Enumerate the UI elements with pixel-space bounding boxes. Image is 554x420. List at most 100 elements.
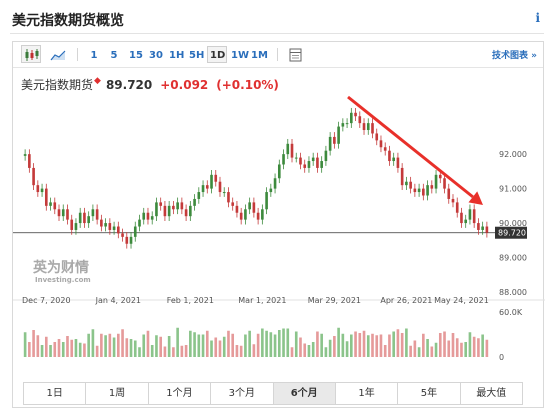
range-6m[interactable]: 6个月 [272, 382, 335, 405]
chart-panel: 1 5 15 30 1H 5H 1D 1W 1M 技术图表 » 美元指数期货◆ 8… [12, 41, 545, 408]
toolbar-separator [277, 48, 278, 61]
volume-bar [434, 342, 438, 357]
candle-body [477, 223, 480, 230]
candle-body [32, 167, 35, 186]
timeframe-5h[interactable]: 5H [189, 50, 205, 61]
candlestick-icon[interactable] [21, 45, 41, 63]
tech-chart-link[interactable]: 技术图表 » [492, 51, 537, 61]
candle-body [142, 212, 146, 220]
candle-body [485, 226, 489, 233]
timeframe-1h[interactable]: 1H [169, 50, 185, 61]
candle-body [231, 202, 235, 206]
volume-bar [83, 343, 86, 357]
candle-body [379, 140, 383, 148]
volume-bar [396, 329, 400, 357]
volume-bar [256, 333, 260, 357]
x-tick-label: Mar 29, 2021 [308, 296, 361, 305]
volume-bar [307, 345, 311, 357]
candle-body [333, 136, 336, 144]
range-1w[interactable]: 1周 [85, 382, 148, 405]
trend-arrow-head [468, 191, 483, 205]
candle-body [222, 192, 226, 194]
area-chart-icon[interactable] [47, 45, 67, 63]
volume-bar [129, 339, 133, 357]
volume-bar [265, 330, 268, 357]
candle-body [205, 185, 209, 189]
candle-body [472, 209, 476, 224]
candle-body [95, 209, 99, 220]
volume-bar [23, 332, 27, 357]
volume-bar [74, 339, 78, 357]
volume-bar [28, 342, 31, 357]
range-3m[interactable]: 3个月 [210, 382, 273, 405]
candle-body [201, 185, 205, 193]
volume-bar [273, 334, 277, 357]
candle-body [146, 212, 150, 220]
candle-body [121, 233, 124, 237]
volume-bar [142, 334, 146, 357]
volume-bar [430, 346, 434, 357]
volume-bar [337, 327, 340, 357]
range-1m[interactable]: 1个月 [147, 382, 211, 405]
candle-body [375, 133, 379, 141]
volume-bar [61, 342, 65, 357]
info-icon[interactable]: i [535, 11, 540, 25]
candle-body [125, 236, 129, 244]
volume-bar [282, 328, 285, 357]
price-change-percent: (+0.10%) [216, 78, 279, 92]
volume-bar [222, 336, 226, 357]
x-tick-label: Feb 1, 2021 [167, 296, 214, 305]
toolbar-separator [77, 48, 78, 61]
price-chart[interactable]: 英为财情 Investing.com 88.000 89.000 90.000 91.… [13, 42, 545, 382]
candle-body [150, 216, 154, 220]
timeframe-1[interactable]: 1 [90, 50, 98, 61]
candle-body [392, 157, 395, 162]
candle-body [70, 219, 74, 230]
volume-bar [392, 331, 395, 357]
candle-body [36, 185, 40, 193]
x-tick-label: May 24, 2021 [434, 296, 489, 305]
instrument-name: 美元指数期货 [21, 78, 94, 92]
volume-bar [303, 343, 307, 357]
candle-body [100, 219, 103, 227]
volume-bar [379, 334, 383, 357]
candle-body [184, 209, 188, 217]
candle-body [388, 150, 391, 162]
candle-body [468, 209, 472, 220]
volume-bar [163, 346, 167, 357]
volume-bar [78, 342, 82, 357]
candle-body [252, 202, 256, 213]
timeframe-30[interactable]: 30 [149, 50, 163, 61]
volume-bar [49, 345, 52, 357]
volume-bar [248, 330, 251, 357]
volume-bar [269, 332, 273, 357]
volume-bar [32, 330, 35, 357]
volume-bar [405, 328, 408, 357]
range-1d[interactable]: 1日 [23, 382, 86, 405]
candle-body [400, 167, 404, 186]
live-dot-icon: ◆ [94, 76, 101, 86]
volume-tick-label: 60.0K [499, 308, 523, 317]
candle-body [277, 164, 281, 179]
candle-body [138, 219, 141, 227]
candle-body [409, 181, 412, 189]
candle-body [244, 209, 247, 220]
timeframe-1m[interactable]: 1M [251, 50, 268, 61]
candle-body [443, 178, 446, 189]
range-max[interactable]: 最大值 [459, 382, 523, 405]
candle-body [155, 202, 158, 217]
volume-bar [239, 345, 243, 357]
volume-bar [36, 335, 40, 357]
timeframe-5[interactable]: 5 [110, 50, 118, 61]
timeframe-1d[interactable]: 1D [207, 46, 227, 63]
volume-bar [345, 341, 349, 357]
timeframe-15[interactable]: 15 [129, 50, 143, 61]
volume-bar [320, 333, 323, 357]
table-icon[interactable] [285, 45, 305, 63]
range-1y[interactable]: 1年 [334, 382, 398, 405]
candle-body [451, 198, 455, 203]
volume-bar [167, 336, 171, 357]
range-5y[interactable]: 5年 [397, 382, 460, 405]
timeframe-1w[interactable]: 1W [231, 50, 249, 61]
candle-body [104, 223, 107, 227]
